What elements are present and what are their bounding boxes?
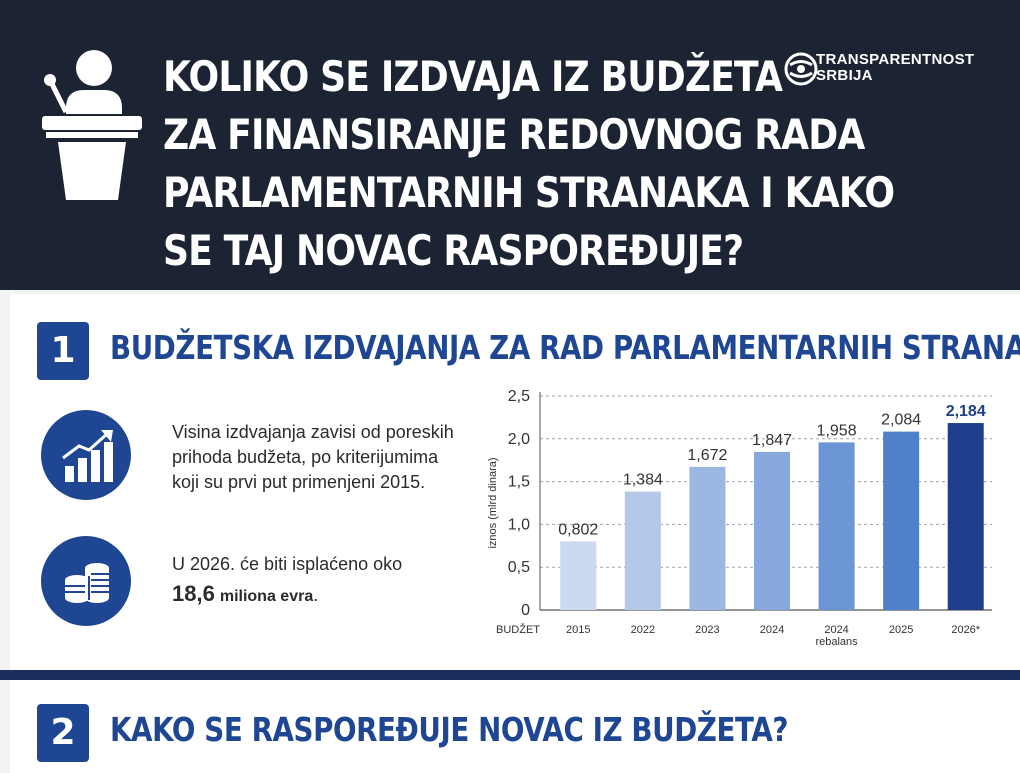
y-tick-label: 0,5 bbox=[508, 559, 530, 576]
data-label: 1,672 bbox=[687, 447, 727, 464]
data-label: 1,384 bbox=[623, 472, 663, 489]
x-tick-label: 2025 bbox=[889, 624, 913, 636]
payout-suffix: . bbox=[313, 585, 319, 605]
payout-amount: 18,6 bbox=[172, 581, 215, 606]
section-distribution bbox=[10, 680, 1020, 773]
payout-text: U 2026. će biti isplaćeno oko 18,6 milio… bbox=[172, 552, 472, 609]
podium-speaker-icon bbox=[42, 50, 142, 200]
brand-line: TRANSPARENTNOST bbox=[816, 51, 975, 68]
y-tick-label: 0 bbox=[521, 602, 530, 619]
title-line: SE TAJ NOVAC RASPOREĐUJE? bbox=[163, 226, 744, 275]
x-tick-label: 2015 bbox=[566, 624, 590, 636]
data-label: 2,084 bbox=[881, 412, 921, 429]
brand-name: TRANSPARENTNOST SRBIJA bbox=[816, 52, 974, 84]
budget-bar-chart: 0 0,5 1,0 1,5 2,0 2,5 iznos (mlrd dinara) BUDŽE… bbox=[487, 388, 992, 648]
transparency-logo-icon bbox=[784, 52, 818, 86]
x-tick-label: 2022 bbox=[631, 624, 655, 636]
bar-chart-growth-icon bbox=[41, 410, 131, 500]
y-tick-label: 2,0 bbox=[508, 431, 530, 448]
payout-prefix: U 2026. će biti isplaćeno oko bbox=[172, 554, 403, 574]
section-title: BUDŽETSKA IZDVAJANJA ZA RAD PARLAMENTARN… bbox=[110, 328, 1020, 367]
payout-amount-line: 18,6 miliona evra. bbox=[172, 581, 472, 609]
payout-unit: miliona evra bbox=[219, 588, 314, 605]
bar bbox=[689, 466, 726, 610]
bar bbox=[818, 442, 855, 610]
x-tick-label: 2023 bbox=[695, 624, 719, 636]
data-label: 1,958 bbox=[817, 422, 857, 439]
title-line: PARLAMENTARNIH STRANAKA I KAKO bbox=[163, 168, 895, 217]
y-tick-label: 1,5 bbox=[508, 474, 530, 491]
bar bbox=[560, 541, 597, 610]
data-label: 0,802 bbox=[558, 521, 598, 538]
data-label: 1,847 bbox=[752, 432, 792, 449]
y-tick-label: 2,5 bbox=[508, 388, 530, 405]
section-number: 1 bbox=[37, 322, 89, 380]
x-tick-label: 2024 bbox=[824, 624, 848, 636]
bar bbox=[883, 431, 920, 610]
x-tick-sublabel: rebalans bbox=[815, 636, 858, 648]
section-title: KAKO SE RASPOREĐUJE NOVAC IZ BUDŽETA? bbox=[110, 710, 789, 749]
header-banner: KOLIKO SE IZDVAJA IZ BUDŽETA ZA FINANSIR… bbox=[0, 0, 1020, 290]
budget-description: Visina izdvajanja zavisi od poreskih pri… bbox=[172, 422, 454, 492]
title-line: KOLIKO SE IZDVAJA IZ BUDŽETA bbox=[163, 52, 783, 101]
bar bbox=[754, 451, 790, 610]
title-line: ZA FINANSIRANJE REDOVNOG RADA bbox=[163, 110, 865, 159]
bar bbox=[624, 491, 661, 610]
bar bbox=[947, 423, 984, 610]
coins-icon bbox=[41, 536, 131, 626]
y-axis-label: iznos (mlrd dinara) bbox=[487, 457, 499, 548]
x-tick-label: 2024 bbox=[760, 624, 784, 636]
page-title: KOLIKO SE IZDVAJA IZ BUDŽETA ZA FINANSIR… bbox=[163, 48, 895, 280]
x-axis-label: BUDŽET bbox=[496, 623, 540, 636]
section-divider bbox=[0, 670, 1020, 680]
section-number: 2 bbox=[37, 704, 89, 762]
data-label: 2,184 bbox=[946, 403, 986, 420]
y-tick-label: 1,0 bbox=[508, 516, 530, 533]
brand-line: SRBIJA bbox=[816, 67, 873, 84]
x-tick-label: 2026* bbox=[951, 624, 980, 636]
